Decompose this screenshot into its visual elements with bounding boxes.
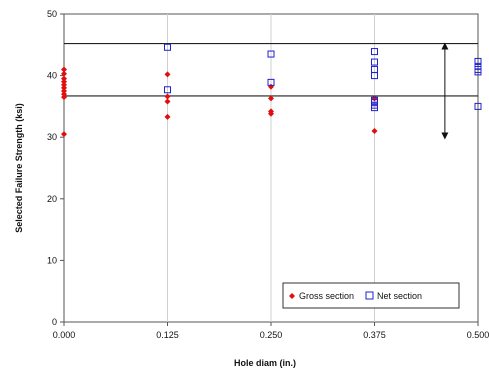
net-section-point	[164, 86, 171, 94]
gross-section-point	[61, 75, 67, 82]
x-tick-label: 0.375	[363, 330, 386, 340]
y-tick-label: 30	[47, 132, 57, 142]
gross-section-point	[61, 131, 67, 138]
x-tick-label: 0.250	[260, 330, 283, 340]
gross-section-point	[61, 88, 67, 94]
net-section-point	[474, 102, 482, 110]
legend-box	[282, 282, 460, 309]
gross-section-point	[61, 94, 67, 101]
net-section-point	[371, 96, 378, 104]
data-points	[61, 43, 482, 138]
gross-section-point	[61, 81, 67, 88]
legend-gross-marker	[289, 293, 295, 299]
net-section-point	[474, 57, 482, 65]
gross-section-point	[61, 70, 67, 77]
legend-net-marker	[365, 291, 374, 300]
gross-section-point	[371, 128, 378, 135]
net-section-point	[164, 43, 171, 51]
net-section-point	[371, 48, 378, 56]
gross-section-point	[164, 71, 171, 78]
legend-gross-label: Gross section	[299, 291, 354, 301]
legend: Gross section Net section	[282, 282, 460, 309]
y-axis-ticks: 0 10 20 30 40 50	[47, 9, 64, 327]
y-tick-label: 40	[47, 71, 57, 81]
gross-section-point	[268, 95, 274, 102]
net-section-point	[474, 62, 482, 70]
net-section-point	[267, 50, 275, 58]
y-tick-label: 10	[47, 255, 57, 265]
gross-section-point	[61, 66, 67, 73]
gross-section-point	[164, 113, 171, 120]
net-section-point	[371, 58, 378, 66]
gross-section-point	[61, 91, 67, 98]
gross-section-point	[61, 78, 67, 85]
y-axis-title: Selected Failure Strength (ksi)	[14, 103, 24, 233]
y-tick-label: 50	[47, 9, 57, 19]
x-axis-title: Hole diam (in.)	[234, 358, 296, 368]
net-section-point	[371, 65, 378, 73]
x-axis-ticks: 0.000 0.125 0.250 0.375 0.500	[53, 322, 489, 340]
gross-section-point	[268, 108, 274, 115]
y-tick-label: 20	[47, 194, 57, 204]
net-section-point	[267, 78, 275, 86]
gross-section-point	[164, 93, 171, 100]
x-tick-label: 0.000	[53, 330, 76, 340]
legend-net-label: Net section	[377, 291, 422, 301]
x-tick-label: 0.125	[156, 330, 179, 340]
gross-section-point	[164, 98, 171, 105]
x-tick-label: 0.500	[467, 330, 489, 340]
y-tick-label: 0	[52, 317, 57, 327]
gross-section-point	[61, 84, 67, 91]
